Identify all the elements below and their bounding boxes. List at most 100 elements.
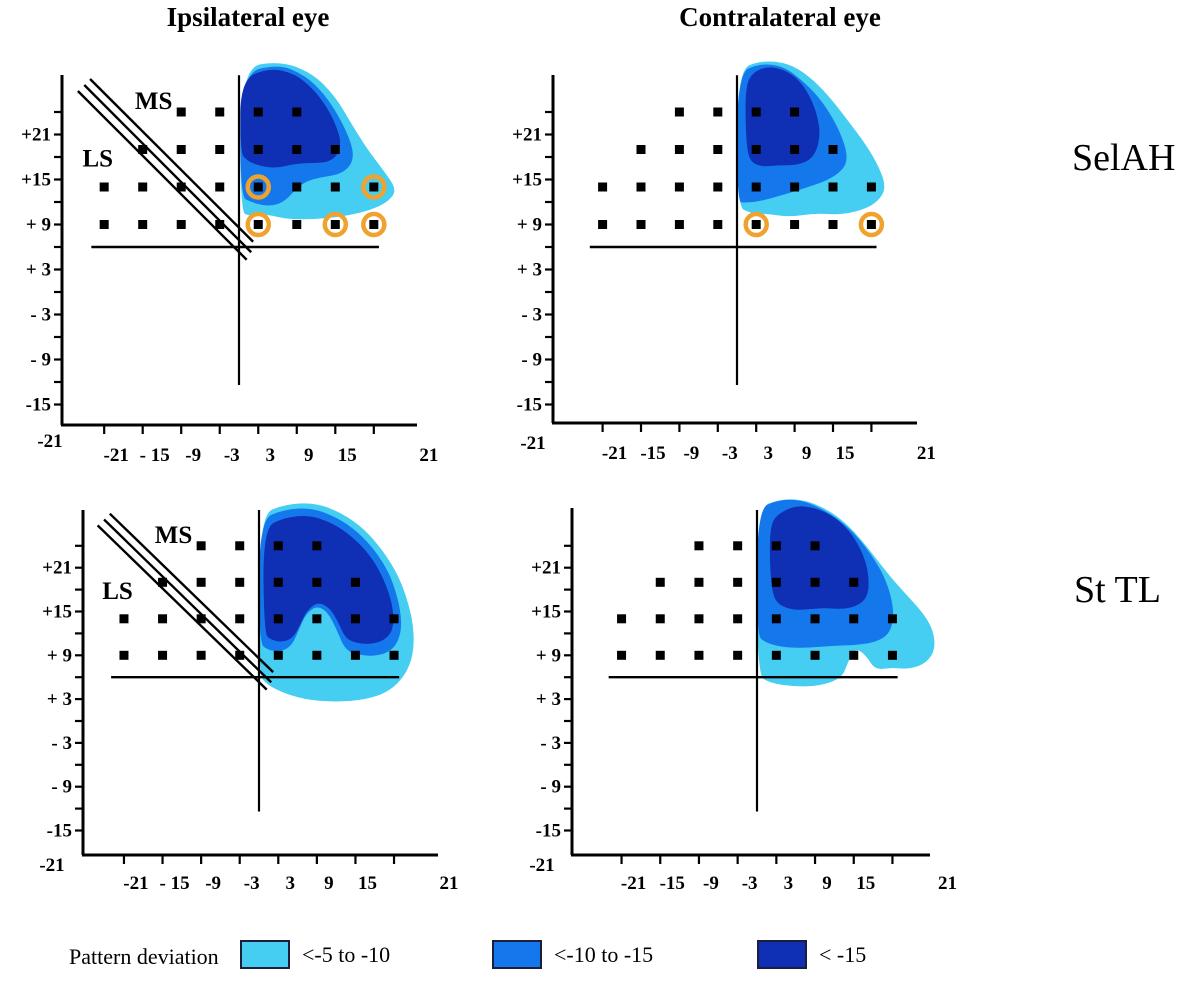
legend-swatch-minus10_to_minus15: [492, 940, 542, 969]
test-point-dot: [713, 145, 723, 154]
test-point-dot: [273, 577, 283, 587]
y-tick-label: - 3: [540, 733, 561, 754]
test-point-dot: [771, 614, 781, 624]
test-point-dot: [369, 182, 379, 192]
x-tick-label: 15: [836, 443, 855, 464]
x-tick-label: 21: [938, 873, 957, 894]
test-point-dot: [330, 220, 340, 229]
x-tick-label: - 15: [160, 873, 190, 894]
x-tick-label: 9: [324, 873, 334, 894]
test-point-dot: [253, 107, 263, 117]
hatch-line-3: [77, 90, 248, 261]
zone-label-ls: LS: [82, 146, 113, 173]
test-point-dot: [196, 577, 206, 587]
test-point-dot: [312, 614, 322, 624]
deficit-region-dark: [240, 69, 341, 168]
corner-axis-label: -21: [529, 855, 554, 876]
test-point-dot: [790, 107, 800, 117]
test-point-dot: [235, 650, 245, 660]
test-point-dot: [771, 541, 781, 551]
test-point-dot: [790, 220, 800, 229]
panel-sttl-ipsi: +21 +15 + 9 + 3 - 3 - 9 -15 -21 - 15 -9 -3 3 9 15 21 -2…: [39, 503, 459, 894]
test-point-dot: [292, 145, 302, 154]
test-point-dot: [866, 182, 876, 192]
deficit-region-dark: [745, 67, 820, 167]
panel-selah-contra: +21 +15 + 9 + 3 - 3 - 9 -15 -21 -15 -9 -3 3 9 15 21 -21: [512, 61, 936, 464]
deficit-region-dark: [263, 515, 394, 644]
legend-swatch-minus5_to_minus10: [240, 940, 290, 969]
x-tick-label: -3: [224, 445, 240, 466]
highlight-ring: [743, 211, 769, 238]
y-tick-label: +15: [512, 170, 542, 191]
zone-label-ms: MS: [135, 88, 173, 115]
test-point-dot: [733, 577, 743, 587]
highlight-ring: [245, 211, 272, 238]
highlight-ring: [361, 211, 387, 238]
test-point-dot: [598, 220, 608, 229]
y-tick-label: + 3: [26, 260, 51, 281]
y-tick-label: - 9: [30, 350, 51, 371]
test-point-dot: [99, 182, 109, 192]
y-tick-label: + 3: [47, 689, 72, 710]
test-point-dot: [771, 577, 781, 587]
test-point-dot: [253, 220, 263, 229]
test-point-dot: [350, 650, 360, 660]
test-point-dot: [176, 145, 186, 154]
x-tick-label: - 15: [140, 445, 170, 466]
test-point-dot: [810, 541, 820, 551]
y-tick-label: -15: [26, 395, 51, 416]
x-tick-label: 21: [440, 873, 459, 894]
y-tick-label: +21: [42, 558, 72, 579]
y-tick-label: + 9: [517, 215, 542, 236]
test-point-dot: [196, 614, 206, 624]
x-tick-label: 15: [358, 873, 377, 894]
test-point-dot: [849, 650, 859, 660]
test-point-dot: [713, 220, 723, 229]
highlight-ring: [361, 174, 387, 200]
legend-range-label: <-5 to -10: [302, 941, 391, 967]
test-point-dot: [674, 220, 684, 229]
column-title-ipsilateral: Ipsilateral eye: [166, 2, 330, 32]
x-tick-label: -21: [104, 445, 129, 466]
x-tick-label: 21: [419, 445, 438, 466]
test-point-dot: [215, 107, 225, 117]
test-point-dot: [617, 650, 627, 660]
test-point-dot: [849, 577, 859, 587]
test-point-dot: [292, 107, 302, 117]
zone-label-ms: MS: [155, 522, 193, 549]
legend-range-label: <-10 to -15: [554, 941, 654, 967]
test-point-dot: [389, 650, 399, 660]
deficit-region-dark: [769, 506, 869, 610]
x-tick-label: -9: [185, 445, 201, 466]
test-point-dot: [866, 220, 876, 229]
test-point-dot: [119, 650, 129, 660]
y-tick-label: - 9: [521, 350, 542, 371]
hatch-line-1: [108, 512, 274, 673]
x-tick-label: 15: [856, 873, 875, 894]
x-tick-label: -21: [123, 873, 148, 894]
legend-item-under_minus15: < -15: [757, 940, 866, 969]
test-point-dot: [176, 107, 186, 117]
test-point-dot: [810, 614, 820, 624]
test-point-dot: [598, 182, 608, 192]
test-point-dot: [674, 182, 684, 192]
test-point-dot: [733, 614, 743, 624]
test-point-dot: [828, 220, 838, 229]
y-tick-label: + 3: [536, 689, 561, 710]
y-tick-label: + 3: [517, 260, 542, 281]
y-tick-label: +21: [21, 125, 51, 146]
x-tick-label: 21: [917, 443, 936, 464]
test-point-dot: [350, 577, 360, 587]
x-tick-label: -21: [621, 873, 646, 894]
test-point-dot: [810, 577, 820, 587]
test-point-dot: [694, 650, 704, 660]
x-tick-label: 9: [304, 445, 314, 466]
test-point-dot: [330, 145, 340, 154]
test-point-dot: [292, 220, 302, 229]
test-point-dot: [771, 650, 781, 660]
test-point-dot: [138, 182, 148, 192]
test-point-dot: [330, 182, 340, 192]
test-point-dot: [733, 541, 743, 551]
